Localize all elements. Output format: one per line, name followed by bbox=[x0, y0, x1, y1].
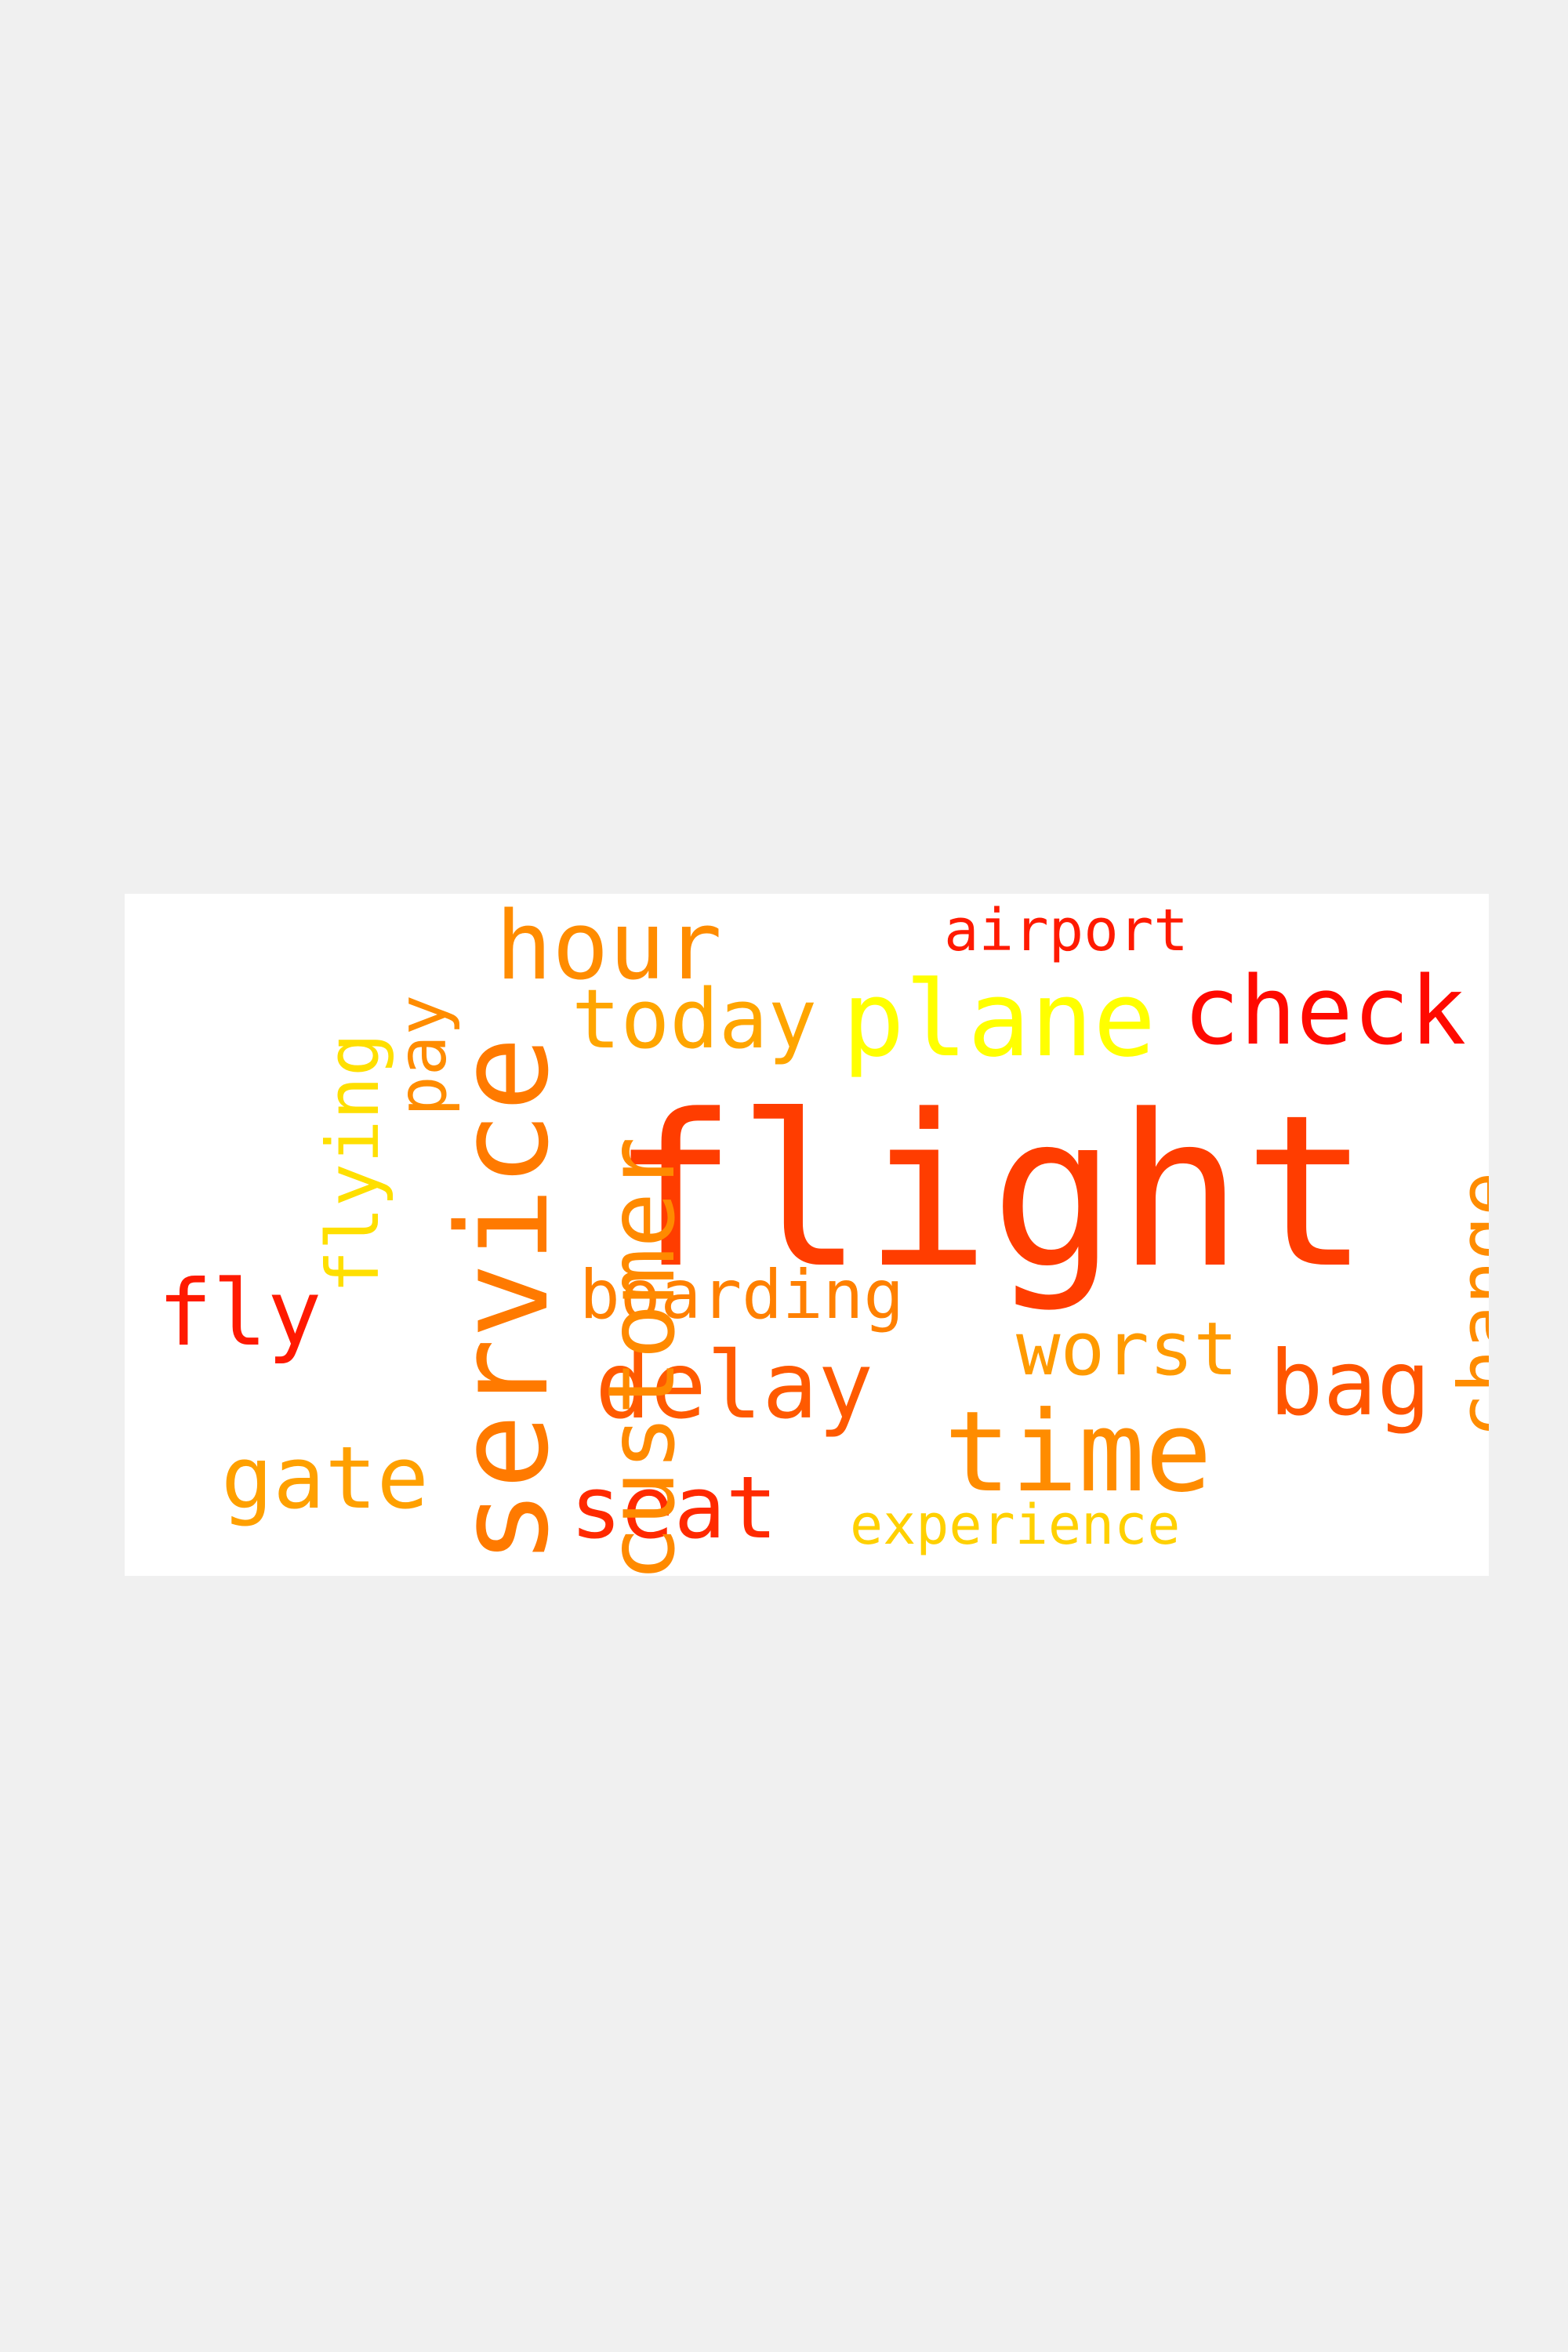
word-bag: bag bbox=[1269, 1331, 1431, 1436]
word-gate: gate bbox=[221, 1428, 429, 1528]
word-worst: worst bbox=[1016, 1307, 1238, 1392]
word-time: time bbox=[944, 1388, 1212, 1517]
word-flight: flight bbox=[611, 1070, 1370, 1315]
word-airport: airport bbox=[944, 897, 1189, 964]
word-today: today bbox=[572, 971, 818, 1067]
word-pay: pay bbox=[383, 994, 462, 1116]
word-boarding: boarding bbox=[579, 1256, 905, 1334]
word-hour: hour bbox=[495, 894, 722, 1001]
word-cloud: flight hour today plane check airport fl… bbox=[125, 894, 1489, 1576]
word-check: check bbox=[1183, 957, 1467, 1066]
word-plane: plane bbox=[842, 960, 1156, 1080]
word-seat: seat bbox=[570, 1457, 778, 1558]
word-delay: delay bbox=[595, 1331, 874, 1439]
word-customer: customer bbox=[587, 1136, 695, 1576]
word-flying: flying bbox=[311, 1033, 395, 1294]
word-change: change bbox=[1443, 1171, 1489, 1438]
word-experience: experience bbox=[850, 1493, 1181, 1557]
word-fly: fly bbox=[158, 1261, 322, 1367]
